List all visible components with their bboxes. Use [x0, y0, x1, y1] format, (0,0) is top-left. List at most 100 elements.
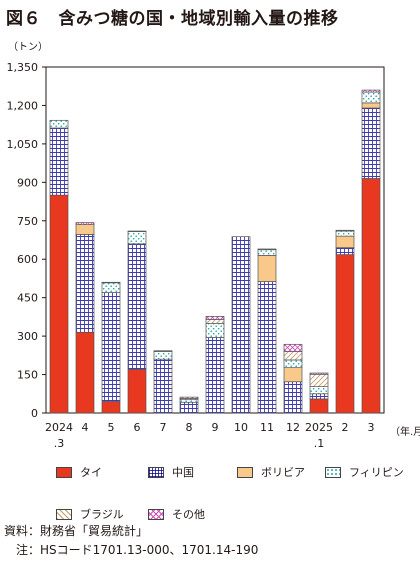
bar-china: [335, 247, 355, 255]
legend-item-thai: タイ: [56, 464, 102, 480]
bar-philippines: [283, 359, 303, 368]
bar-philippines: [205, 322, 225, 338]
bar-china: [101, 292, 121, 402]
bar-philippines: [153, 351, 173, 360]
x-tick-label: 5: [108, 421, 115, 434]
x-axis-unit: （年.月）: [390, 427, 420, 438]
bar-other: [127, 230, 147, 232]
x-tick-label: 2025: [305, 421, 333, 434]
bar-china: [127, 243, 147, 370]
legend-label: ブラジル: [80, 508, 124, 521]
legend-label: 中国: [172, 466, 194, 479]
legend-swatch: [325, 466, 341, 478]
bar-china: [257, 281, 277, 414]
bar-china: [153, 358, 173, 414]
bar-brazil: [283, 351, 303, 361]
bar-philippines: [361, 91, 381, 104]
legend-swatch: [237, 466, 253, 478]
source-note: 資料：財務省「貿易統計」: [4, 524, 149, 538]
legend-item-philippines: フィリピン: [325, 464, 404, 480]
legend-item-china: 中国: [148, 464, 194, 480]
bar-other: [75, 222, 95, 225]
y-tick-label: 1,200: [7, 99, 39, 112]
y-tick-label: 1,350: [7, 61, 39, 74]
bar-brazil: [309, 373, 329, 387]
bar-thai: [49, 194, 69, 414]
bar-brazil: [205, 319, 225, 324]
bar-thai: [309, 398, 329, 414]
bar-bolivia: [75, 224, 95, 235]
legend-label: ボリビア: [261, 466, 305, 479]
bar-bolivia: [335, 235, 355, 249]
bar-philippines: [257, 249, 277, 256]
bar-china: [231, 236, 251, 414]
bar-philippines: [101, 282, 121, 293]
x-tick-label: 7: [160, 421, 167, 434]
y-tick-label: 0: [31, 407, 38, 420]
bar-other: [179, 396, 199, 399]
legend-label: タイ: [80, 466, 102, 479]
x-tick-label: .1: [314, 437, 325, 450]
x-tick-label: .3: [54, 437, 65, 450]
legend-item-other: その他: [148, 506, 205, 522]
bar-china: [283, 381, 303, 414]
bar-thai: [335, 254, 355, 414]
bar-china: [49, 127, 69, 196]
bar-philippines: [335, 230, 355, 237]
x-tick-label: 6: [134, 421, 141, 434]
y-tick-label: 150: [17, 369, 38, 382]
y-tick-label: 1,050: [7, 138, 39, 151]
chart-title: 図６ 含みつ糖の国・地域別輸入量の推移: [6, 9, 339, 29]
y-tick-label: 600: [17, 253, 38, 266]
legend-label: フィリピン: [349, 466, 404, 479]
y-tick-label: 300: [17, 330, 38, 343]
x-tick-label: 2024: [45, 421, 73, 434]
legend-swatch: [56, 508, 72, 520]
legend-item-brazil: ブラジル: [56, 506, 124, 522]
bar-china: [361, 107, 381, 179]
bar-china: [205, 337, 225, 414]
bar-other: [361, 89, 381, 93]
legend-item-bolivia: ボリビア: [237, 464, 305, 480]
bar-other: [283, 343, 303, 352]
y-axis-unit: （トン）: [8, 42, 48, 53]
y-tick-label: 900: [17, 176, 38, 189]
bar-other: [309, 372, 329, 375]
x-tick-label: 10: [234, 421, 248, 434]
bar-other: [101, 281, 121, 284]
y-tick-label: 450: [17, 292, 38, 305]
bar-other: [153, 350, 173, 352]
bar-thai: [75, 331, 95, 414]
bar-other: [257, 248, 277, 251]
bar-philippines: [179, 399, 199, 403]
bar-philippines: [309, 386, 329, 395]
x-tick-label: 3: [368, 421, 375, 434]
bar-bolivia: [361, 102, 381, 109]
bar-china: [179, 401, 199, 414]
legend-swatch: [56, 466, 72, 478]
bar-philippines: [127, 231, 147, 245]
bar-other: [205, 316, 225, 320]
bar-philippines: [49, 119, 69, 129]
bar-china: [75, 234, 95, 333]
bar-thai: [361, 178, 381, 414]
bar-thai: [101, 401, 121, 414]
bar-other: [335, 229, 355, 232]
bar-bolivia: [257, 255, 277, 282]
x-tick-label: 4: [82, 421, 89, 434]
x-tick-label: 9: [212, 421, 219, 434]
x-tick-label: 2: [342, 421, 349, 434]
x-tick-label: 12: [286, 421, 300, 434]
hs-code-note: 注：HSコード1701.13-000、1701.14-190: [4, 543, 259, 557]
bar-thai: [127, 369, 147, 414]
bar-china: [309, 393, 329, 400]
legend-swatch: [148, 508, 164, 520]
x-tick-label: 11: [260, 421, 274, 434]
y-tick-label: 750: [17, 215, 38, 228]
x-tick-label: 8: [186, 421, 193, 434]
bar-bolivia: [283, 367, 303, 383]
legend-swatch: [148, 466, 164, 478]
legend-label: その他: [172, 508, 205, 521]
